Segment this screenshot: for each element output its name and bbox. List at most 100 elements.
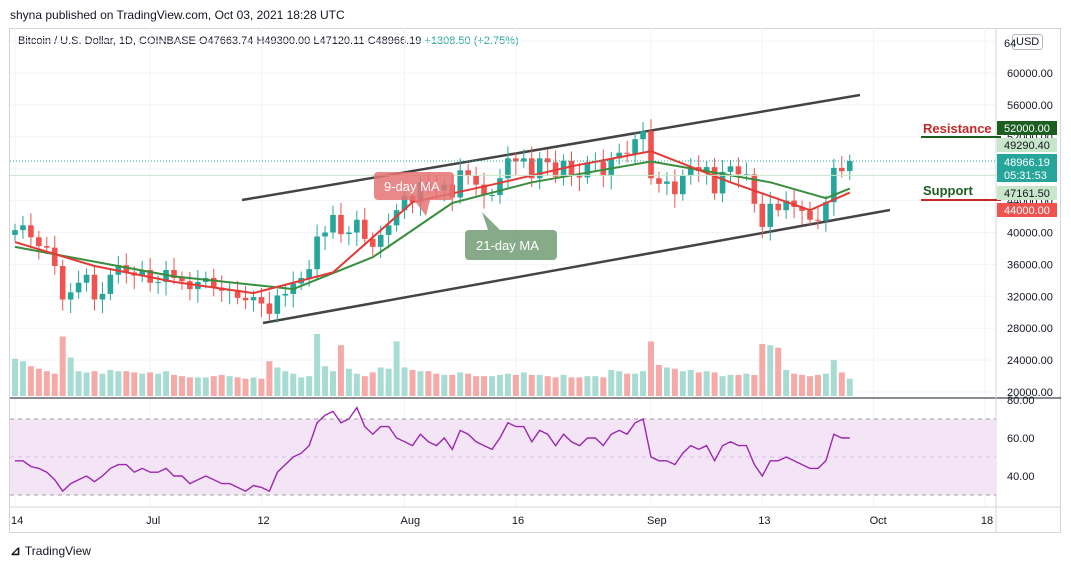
price-tick-label-top: 64	[1004, 38, 1016, 50]
volume-bar	[655, 365, 662, 396]
volume-bar	[703, 371, 710, 396]
price-tick-label: 32000.00	[1007, 291, 1053, 303]
countdown: 05:31:53	[1004, 170, 1047, 182]
volume-bar	[489, 376, 495, 396]
volume-bar	[473, 376, 480, 396]
rsi-tick-label: 60.00	[1007, 433, 1035, 445]
volume-bar	[393, 341, 400, 396]
volume-bar	[512, 374, 519, 396]
volume-bar	[584, 376, 591, 396]
last-price-box	[997, 154, 1057, 182]
volume-bar	[385, 368, 392, 396]
time-tick-label: 13	[758, 515, 770, 527]
candle-body	[687, 167, 694, 176]
volume-bar	[640, 371, 647, 396]
volume-bar	[282, 371, 289, 396]
volume-bar	[298, 377, 305, 396]
candle-body	[250, 297, 257, 301]
candle-body	[751, 174, 758, 204]
candle-body	[624, 152, 630, 154]
upper-channel-line	[241, 93, 861, 202]
resistance-price-box	[997, 121, 1057, 135]
volume-bar	[234, 377, 241, 396]
volume-bar	[12, 358, 18, 396]
volume-bar	[624, 373, 631, 396]
candle-body	[274, 295, 281, 314]
candle-body	[648, 131, 654, 179]
candle-body	[799, 206, 805, 211]
volume-bar	[163, 371, 170, 396]
candle-body	[354, 219, 360, 233]
volume-bar	[632, 373, 639, 396]
volume-bar	[481, 376, 488, 396]
candle-body	[831, 167, 837, 203]
last-price: 48966.19	[1004, 157, 1050, 169]
candle-body	[584, 162, 591, 178]
volume-bar	[600, 377, 607, 396]
volume-bar	[441, 374, 448, 396]
volume-bar	[767, 345, 774, 396]
candle-body	[680, 175, 686, 195]
candle-body	[505, 158, 511, 179]
lower-channel-line	[262, 208, 891, 325]
support-price-box	[997, 203, 1057, 217]
volume-bar	[147, 372, 154, 396]
support-label: Support	[923, 183, 973, 198]
candle-body	[67, 292, 74, 300]
volume-bar	[51, 373, 58, 396]
time-tick-label: Jul	[146, 515, 160, 527]
volume-bar	[242, 378, 249, 396]
volume-bar	[719, 376, 726, 396]
support-price: 44000.00	[1004, 205, 1050, 217]
volume-bar	[27, 366, 34, 396]
volume-bar	[838, 372, 845, 396]
candle-body	[28, 225, 34, 238]
volume-bar	[123, 371, 130, 396]
ma9-label: 9-day MA	[384, 179, 440, 194]
candle-body	[20, 225, 26, 231]
ma9-callout-pointer	[414, 200, 430, 216]
volume-bar	[648, 341, 654, 396]
volume-bar	[608, 369, 615, 396]
volume-bar	[218, 374, 225, 396]
volume-bar	[19, 361, 26, 396]
volume-bar	[425, 371, 432, 396]
volume-bar	[616, 371, 623, 396]
volume-bar	[465, 373, 472, 396]
candle-body	[338, 214, 344, 235]
volume-bar	[322, 366, 329, 396]
candle-body	[759, 203, 766, 227]
currency-button[interactable]: USD	[1012, 34, 1044, 50]
candle-body	[632, 139, 638, 154]
candle-body	[369, 238, 376, 247]
candle-body	[664, 181, 670, 184]
volume-bar	[67, 357, 74, 396]
volume-bar	[186, 377, 193, 396]
candle-body	[719, 171, 726, 194]
candle-body	[266, 303, 273, 314]
price-tick-label: 56000.00	[1007, 100, 1053, 112]
volume-bar	[814, 374, 821, 396]
ma21-label: 21-day MA	[476, 238, 539, 253]
candle-body	[473, 175, 479, 185]
price-47161-box	[997, 186, 1057, 200]
candle-body	[75, 282, 82, 293]
candle-body	[91, 274, 98, 300]
volume-bar	[711, 372, 718, 396]
candle-body	[282, 293, 289, 296]
volume-bar	[59, 336, 66, 396]
chart-frame[interactable]	[9, 28, 1061, 533]
candle-body	[44, 246, 50, 248]
volume-bar	[528, 374, 535, 396]
volume-bar	[671, 368, 678, 396]
candle-body	[59, 265, 66, 300]
volume-bar	[337, 345, 344, 396]
volume-bar	[759, 343, 766, 396]
candle-body	[401, 195, 408, 211]
volume-bar	[226, 376, 233, 396]
resistance-label: Resistance	[923, 121, 992, 136]
candle-body	[576, 175, 583, 178]
volume-bar	[210, 376, 217, 396]
candle-body	[823, 202, 829, 221]
